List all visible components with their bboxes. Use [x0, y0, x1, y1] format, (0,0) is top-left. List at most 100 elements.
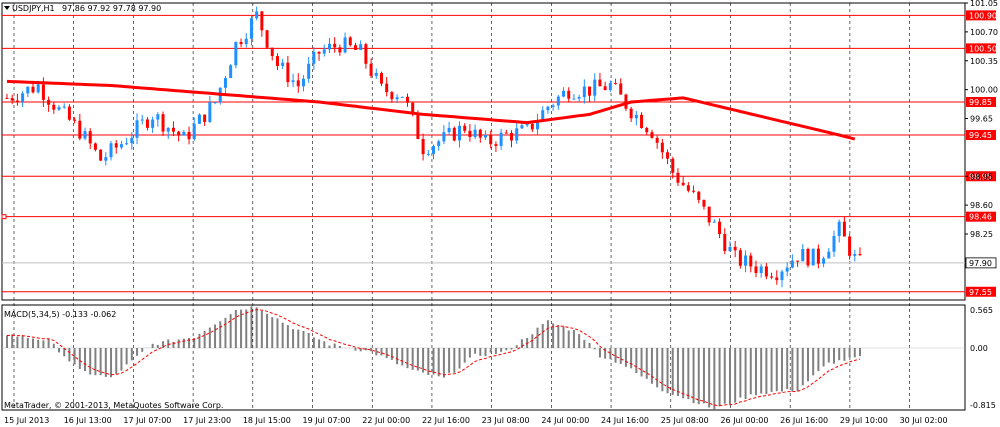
candle-body [390, 92, 394, 100]
candle-body [801, 248, 805, 262]
candle-body [291, 80, 295, 83]
candle-body [463, 125, 467, 131]
candle-body [494, 144, 498, 146]
time-label: 22 Jul 00:00 [362, 416, 410, 425]
candle-body [197, 114, 201, 124]
price-tick-label: 100.70 [970, 28, 998, 37]
candle-body [364, 44, 368, 64]
level-price-label: 98.95 [969, 172, 992, 181]
candle-body [473, 129, 477, 138]
candle-body [660, 142, 664, 153]
candle-body [145, 119, 149, 128]
price-tick-label: 98.95 [970, 172, 993, 181]
candle-body [478, 129, 482, 138]
candle-body [582, 86, 586, 98]
candle-body [645, 128, 649, 133]
candle-body [255, 11, 259, 19]
candle-body [47, 99, 51, 105]
candle-body [171, 127, 175, 132]
current-price-box [965, 257, 997, 269]
candle-body [733, 246, 737, 251]
candle-body [832, 235, 836, 252]
candle-body [296, 80, 300, 87]
candle-body [510, 133, 514, 141]
dropdown-arrow-icon[interactable] [4, 6, 10, 10]
candle-body [629, 108, 633, 119]
candle-body [489, 134, 493, 145]
candle-body [265, 30, 269, 48]
candle-body [858, 254, 862, 256]
candle-body [738, 250, 742, 266]
candle-body [208, 102, 212, 122]
candle-body [447, 127, 451, 133]
candle-body [676, 172, 680, 183]
candle-body [806, 248, 810, 266]
candle-body [10, 98, 14, 101]
level-price-box [966, 211, 996, 222]
candle-body [822, 258, 826, 264]
candle-body [468, 130, 472, 138]
candle-body [67, 106, 71, 120]
candle-body [837, 221, 841, 236]
price-tick-label: 99.65 [970, 115, 993, 124]
candle-body [499, 132, 503, 146]
candle-body [598, 79, 602, 87]
candle-body [41, 84, 45, 100]
macd-signal-line [6, 309, 861, 407]
candle-body [307, 63, 311, 79]
candle-body [770, 276, 774, 278]
candle-body [369, 63, 373, 76]
price-tick-label: 100.00 [970, 86, 998, 95]
candle-body [536, 121, 540, 130]
level-price-label: 100.90 [969, 11, 997, 20]
candle-body [702, 199, 706, 207]
level-price-label: 100.50 [969, 44, 997, 53]
level-price-box [966, 97, 996, 107]
candle-body [400, 96, 404, 98]
candle-body [135, 120, 139, 138]
candle-body [562, 90, 566, 97]
candle-body [15, 100, 19, 102]
level-price-label: 98.46 [969, 213, 992, 222]
candle-body [234, 41, 238, 66]
time-label: 19 Jul 07:00 [303, 416, 351, 425]
symbol-label: USDJPY,H1 [12, 4, 55, 13]
candle-body [827, 251, 831, 259]
level-anchor-icon[interactable] [1, 214, 7, 220]
candle-body [588, 86, 592, 96]
candle-body [816, 248, 820, 264]
time-label: 24 Jul 16:00 [601, 416, 649, 425]
candle-body [359, 44, 363, 50]
candle-body [93, 143, 97, 150]
price-levels: 100.90 100.50 99.85 99.45 98.95 98.46 97.55 97.… [2, 10, 997, 297]
candle-body [853, 254, 857, 256]
candle-body [603, 86, 607, 90]
candle-body [504, 132, 508, 134]
candle-body [681, 182, 685, 186]
candle-body [88, 131, 92, 144]
candle-body [83, 131, 87, 139]
candle-body [744, 255, 748, 266]
macd-axis: 0.565 0.00 -0.815 [970, 306, 996, 410]
time-label: 23 Jul 08:00 [482, 416, 530, 425]
candle-body [109, 143, 113, 158]
time-label: 15 Jul 2013 [4, 416, 49, 425]
candle-body [775, 277, 779, 281]
candle-body [577, 97, 581, 99]
time-label: 29 Jul 10:00 [840, 416, 888, 425]
candle-body [26, 86, 30, 94]
candle-body [374, 72, 378, 76]
candle-body [119, 144, 123, 148]
price-tick-label: 100.35 [970, 57, 998, 66]
candle-body [177, 131, 181, 136]
candle-body [432, 146, 435, 154]
candle-body [666, 152, 670, 159]
candle-body [405, 96, 409, 103]
candle-body [458, 125, 462, 141]
candle-body [437, 141, 441, 147]
time-label: 17 Jul 07:00 [123, 416, 171, 425]
candle-body [161, 114, 165, 132]
candle-body [452, 127, 456, 141]
